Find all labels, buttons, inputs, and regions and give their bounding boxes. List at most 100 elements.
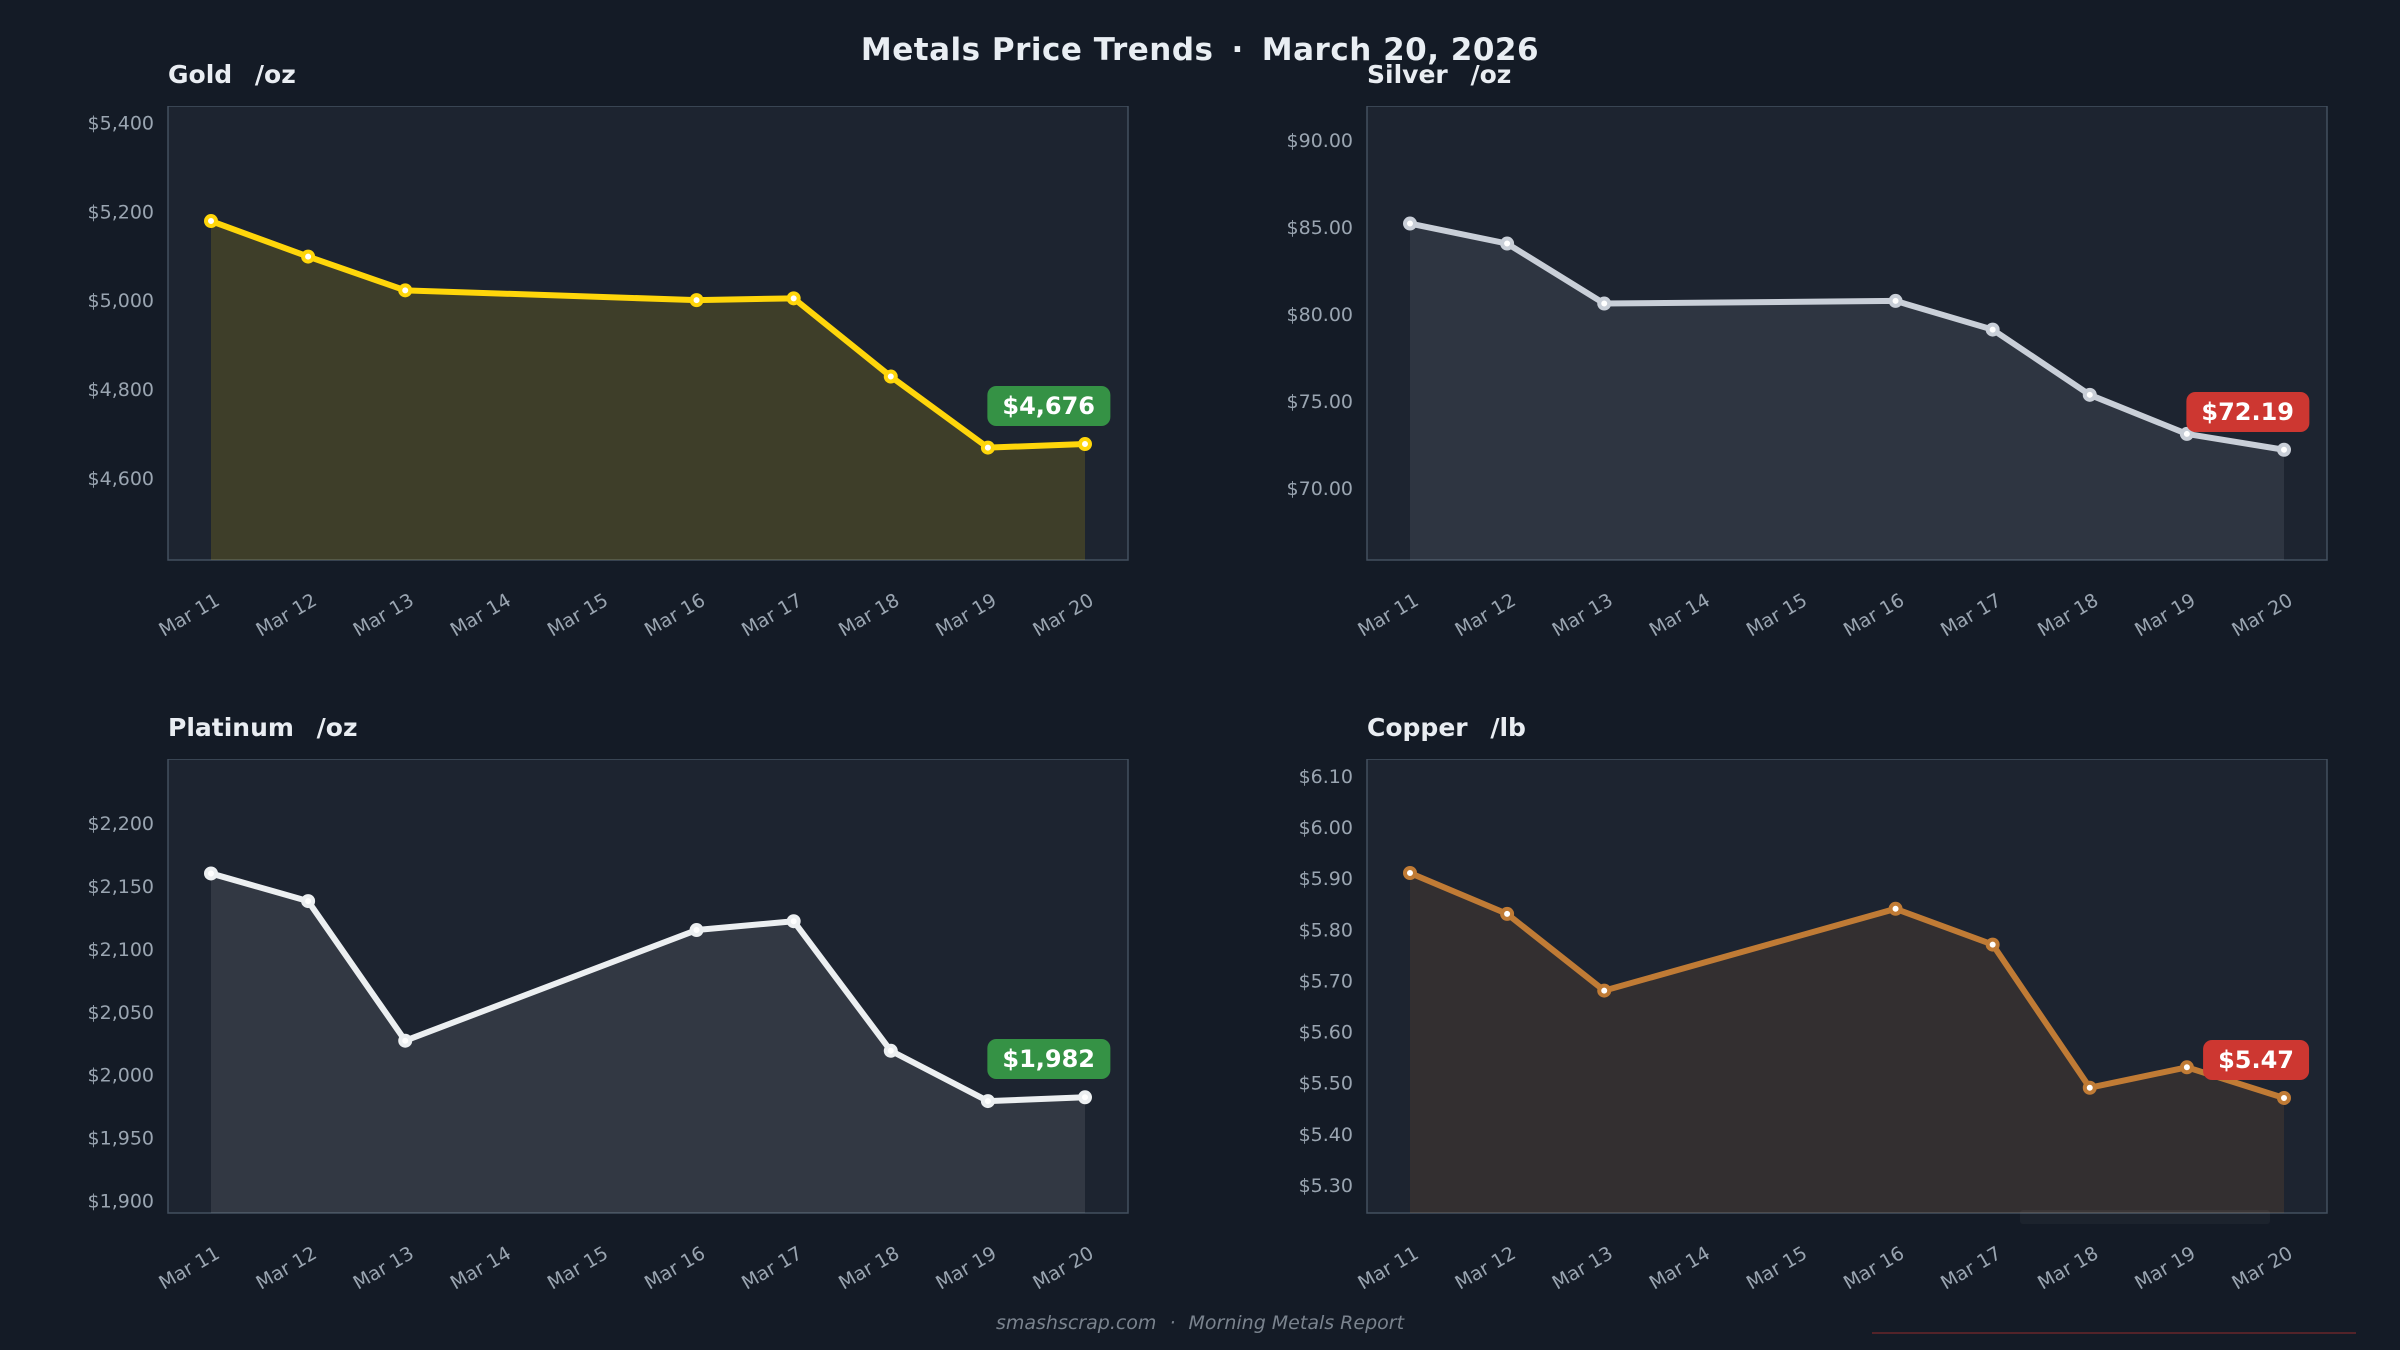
- copper-last-price-badge: $5.47: [2203, 1039, 2309, 1080]
- x-axis-date-label: Mar 16: [1840, 589, 1908, 641]
- y-axis-tick-label: $6.10: [1299, 766, 1353, 788]
- plot-area: [167, 106, 1129, 561]
- platinum-price-chart: $2,200 $2,150 $2,100 $2,050 $2,000 $1,950 $1,9…: [88, 759, 1129, 1294]
- gold-price-chart: $5,400 $5,200 $5,000 $4,800 $4,600 Mar 11 Mar …: [88, 106, 1129, 641]
- metal-unit: /lb: [1490, 713, 1526, 742]
- x-axis-date-label: Mar 20: [2228, 1242, 2296, 1294]
- x-axis-date-label: Mar 20: [1029, 589, 1097, 641]
- x-axis-date-label: Mar 13: [1548, 589, 1616, 641]
- price-line: [1407, 220, 2287, 453]
- data-point-marker: [2179, 426, 2194, 441]
- data-point-marker: [1403, 866, 1417, 881]
- area-fill: [1410, 223, 2284, 560]
- metal-name: Platinum: [168, 713, 294, 742]
- x-axis-date-label: Mar 16: [641, 1242, 709, 1294]
- metal-unit: /oz: [316, 713, 358, 742]
- x-axis-date-label: Mar 17: [1937, 589, 2005, 641]
- x-axis-date-label: Mar 11: [155, 1242, 223, 1294]
- x-axis-date-label: Mar 19: [932, 1242, 1000, 1294]
- metal-name: Copper: [1367, 713, 1468, 742]
- price-line: [208, 870, 1088, 1105]
- data-point-marker: [301, 894, 316, 909]
- data-point-marker: [1500, 906, 1515, 921]
- data-point-marker: [689, 923, 704, 938]
- data-point-marker: [1403, 216, 1417, 231]
- data-point-marker: [1888, 293, 1903, 308]
- area-fill: [1410, 873, 2284, 1213]
- x-axis-date-label: Mar 17: [738, 589, 806, 641]
- x-axis-date-label: Mar 14: [1646, 589, 1714, 641]
- x-axis-date-label: Mar 14: [447, 589, 515, 641]
- x-axis-date-label: Mar 18: [2034, 589, 2102, 641]
- silver-last-price-badge: $72.19: [2186, 391, 2309, 432]
- faint-watermark: [2020, 1210, 2270, 1224]
- report-date: March 20, 2026: [1261, 32, 1540, 68]
- y-axis-tick-label: $85.00: [1287, 217, 1353, 239]
- y-axis-tick-label: $5.80: [1299, 919, 1353, 941]
- x-axis-date-label: Mar 18: [835, 589, 903, 641]
- x-axis-date-label: Mar 17: [1937, 1242, 2005, 1294]
- data-point-marker: [883, 1043, 898, 1058]
- data-point-marker: [204, 214, 218, 229]
- plot-area: [167, 759, 1129, 1214]
- data-point-marker: [1597, 296, 1612, 311]
- x-axis-date-label: Mar 20: [2228, 589, 2296, 641]
- data-point-marker: [883, 369, 898, 384]
- silver-price-chart: $90.00 $85.00 $80.00 $75.00 $70.00 Mar 11 Mar …: [1287, 106, 2328, 641]
- x-axis-date-label: Mar 15: [1743, 589, 1811, 641]
- price-line: [208, 218, 1088, 451]
- gold-last-price-badge: $4,676: [987, 386, 1110, 427]
- data-point-marker: [786, 291, 801, 306]
- watermark-underline: [1872, 1332, 2356, 1334]
- data-point-marker: [1888, 901, 1903, 916]
- y-axis-tick-label: $2,000: [88, 1065, 154, 1087]
- metal-name: Silver: [1367, 60, 1448, 89]
- y-axis-tick-label: $2,100: [88, 939, 154, 961]
- copper-price-chart: $6.10 $6.00 $5.90 $5.80 $5.70 $5.60 $5.50 $5.40…: [1299, 759, 2328, 1294]
- y-axis-tick-label: $1,950: [88, 1128, 154, 1150]
- x-axis-date-label: Mar 15: [544, 589, 612, 641]
- report-title: Metals Price Trends: [860, 32, 1214, 68]
- x-axis-date-label: Mar 16: [641, 589, 709, 641]
- y-axis-tick-label: $2,150: [88, 876, 154, 898]
- x-axis-date-label: Mar 12: [252, 1242, 320, 1294]
- footer-report-name: Morning Metals Report: [1188, 1312, 1405, 1334]
- x-axis-date-label: Mar 12: [1451, 1242, 1519, 1294]
- y-axis-tick-label: $4,600: [88, 468, 154, 490]
- y-axis-tick-label: $5.30: [1299, 1175, 1353, 1197]
- x-axis-date-label: Mar 14: [1646, 1242, 1714, 1294]
- data-point-marker: [2179, 1060, 2194, 1075]
- y-axis-tick-label: $5.70: [1299, 970, 1353, 992]
- y-axis-tick-label: $5,200: [88, 201, 154, 223]
- y-axis-tick-label: $5.90: [1299, 868, 1353, 890]
- data-point-marker: [1985, 937, 2000, 952]
- y-axis-tick-label: $5,400: [88, 112, 154, 134]
- metal-name: Gold: [168, 60, 233, 89]
- gold-chart-panel: Gold /oz $5,400 $5,200 $5,000 $4,800 $4,600 M…: [18, 36, 1153, 660]
- data-point-marker: [1500, 236, 1515, 251]
- data-point-marker: [204, 866, 218, 881]
- page-title: Metals Price Trends · March 20, 2026: [0, 32, 2400, 68]
- data-point-marker: [2082, 1080, 2097, 1095]
- x-axis-date-label: Mar 11: [1354, 589, 1422, 641]
- y-axis-tick-label: $4,800: [88, 379, 154, 401]
- x-axis-date-label: Mar 11: [155, 589, 223, 641]
- gold-panel-title: Gold /oz: [168, 60, 296, 89]
- silver-chart-panel: Silver /oz $90.00 $85.00 $80.00 $75.00 $70.0…: [1217, 36, 2352, 660]
- copper-chart-panel: Copper /lb $6.10 $6.00 $5.90 $5.80 $5.70 $5.6…: [1217, 689, 2352, 1313]
- footer-site: smashscrap.com: [995, 1312, 1157, 1334]
- x-axis-date-label: Mar 19: [2131, 1242, 2199, 1294]
- x-axis-date-label: Mar 14: [447, 1242, 515, 1294]
- y-axis-tick-label: $1,900: [88, 1190, 154, 1212]
- platinum-chart-panel: Platinum /oz $2,200 $2,150 $2,100 $2,050 $2,…: [18, 689, 1153, 1313]
- y-axis-tick-label: $80.00: [1287, 304, 1353, 326]
- x-axis-date-label: Mar 20: [1029, 1242, 1097, 1294]
- footer-separator-dot: ·: [1169, 1312, 1176, 1334]
- x-axis-date-label: Mar 15: [1743, 1242, 1811, 1294]
- x-axis-date-label: Mar 17: [738, 1242, 806, 1294]
- x-axis-date-label: Mar 18: [835, 1242, 903, 1294]
- y-axis-tick-label: $75.00: [1287, 391, 1353, 413]
- x-axis-date-label: Mar 19: [2131, 589, 2199, 641]
- x-axis-date-label: Mar 15: [544, 1242, 612, 1294]
